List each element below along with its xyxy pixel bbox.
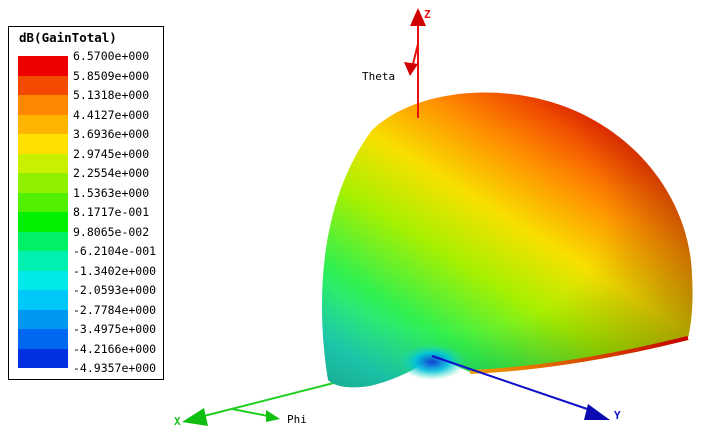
legend-row: 8.1717e-001: [9, 205, 165, 232]
legend-row: 3.6936e+000: [9, 127, 165, 154]
phi-label: Phi: [287, 413, 307, 426]
legend-swatch: [18, 134, 68, 154]
legend-row: -3.4975e+000: [9, 322, 165, 349]
legend-swatch: [18, 251, 68, 271]
legend-tick-value: -2.7784e+000: [73, 302, 157, 317]
y-axis-label: Y: [614, 409, 621, 422]
legend-tick-value: 2.9745e+000: [73, 146, 150, 161]
y-axis-arrowhead: [584, 404, 610, 420]
legend-tick-value: 9.8065e-002: [73, 224, 150, 239]
legend-tick-value: 2.2554e+000: [73, 166, 150, 180]
legend-swatch: [18, 212, 68, 232]
legend-swatch: [18, 192, 68, 212]
legend-tick-value: 5.1318e+000: [73, 88, 150, 102]
legend-tick-value: -4.2166e+000: [73, 341, 157, 356]
x-axis-arrowhead: [182, 408, 208, 426]
legend-title: dB(GainTotal): [19, 30, 117, 45]
phi-pointer-arrowhead: [266, 410, 280, 422]
legend-row: -2.7784e+000: [9, 303, 165, 329]
y-axis-line: [431, 355, 597, 413]
legend-swatch: [18, 231, 68, 251]
legend-tick-value: 4.4127e+000: [73, 107, 150, 122]
legend-swatch: [18, 95, 68, 115]
legend-row: -6.2104e-001: [9, 244, 165, 271]
legend-row: -1.3402e+000: [9, 264, 165, 290]
legend-row: 2.2554e+000: [9, 166, 165, 193]
legend-tick-value: 6.5700e+000: [73, 49, 150, 63]
z-axis-label: Z: [424, 8, 431, 21]
legend-row: 5.1318e+000: [9, 88, 165, 115]
gain-lobe-rim: [469, 336, 689, 374]
gain-null-dip: [398, 344, 466, 380]
legend-tick-value: -2.0593e+000: [73, 283, 157, 297]
legend-swatch: [18, 75, 68, 95]
legend-tick-value: 8.1717e-001: [73, 205, 150, 219]
color-legend: dB(GainTotal) 6.5700e+000 5.8509e+000 5.13…: [8, 26, 164, 380]
gain-lobe-shading: [321, 92, 693, 388]
legend-row: -4.2166e+000: [9, 342, 165, 368]
legend-tick-value: 5.8509e+000: [73, 68, 150, 83]
legend-swatch: [18, 329, 68, 349]
legend-tick-value: -4.9357e+000: [73, 361, 157, 375]
legend-tick-value: 3.6936e+000: [73, 127, 150, 141]
legend-tick-value: -3.4975e+000: [73, 322, 157, 336]
legend-tick-value: -1.3402e+000: [73, 263, 157, 278]
legend-swatch: [18, 114, 68, 134]
legend-row: 5.8509e+000: [9, 69, 165, 95]
legend-row: 2.9745e+000: [9, 147, 165, 173]
z-axis-arrowhead: [410, 8, 426, 26]
theta-pointer-arrowhead: [404, 62, 418, 76]
legend-scale: 6.5700e+000 5.8509e+000 5.1318e+000 4.4127e…: [9, 49, 165, 375]
legend-tick-value: -6.2104e-001: [73, 244, 157, 258]
legend-swatch: [18, 153, 68, 173]
legend-tick-value: 1.5363e+000: [73, 185, 150, 200]
legend-swatch: [18, 270, 68, 290]
theta-label: Theta: [362, 70, 396, 83]
legend-row: -2.0593e+000: [9, 283, 165, 310]
legend-row: 9.8065e-002: [9, 225, 165, 251]
legend-swatch: [18, 290, 68, 310]
legend-swatch: [18, 56, 68, 76]
legend-row: 4.4127e+000: [9, 108, 165, 134]
legend-swatch: [18, 348, 68, 368]
legend-swatch: [18, 309, 68, 329]
legend-swatch: [18, 173, 68, 193]
legend-row: 6.5700e+000: [9, 49, 165, 76]
legend-row: 1.5363e+000: [9, 186, 165, 212]
phi-pointer-line: [231, 408, 269, 417]
x-axis-label: X: [174, 415, 181, 428]
